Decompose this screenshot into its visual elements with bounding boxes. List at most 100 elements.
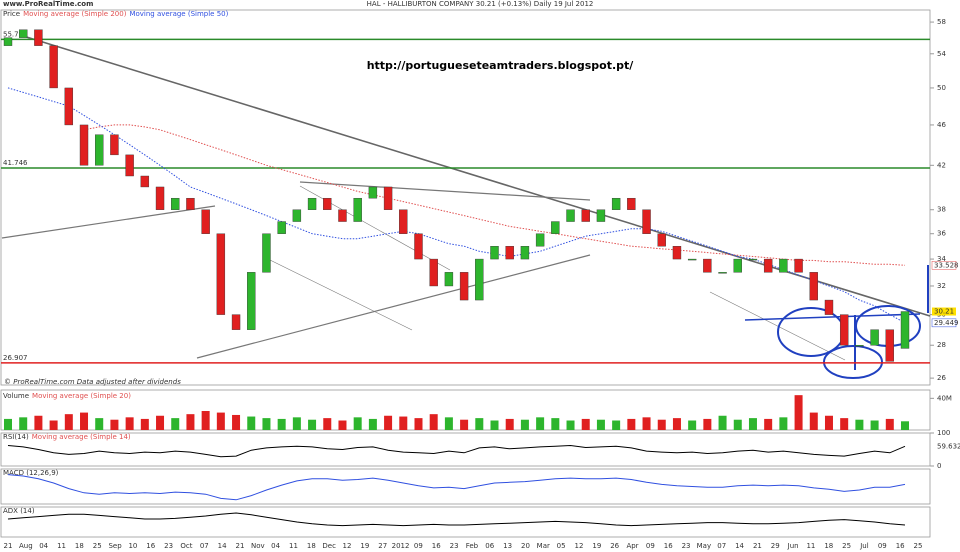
candle — [247, 272, 256, 330]
candle — [368, 186, 378, 199]
adx-panel — [0, 506, 931, 538]
volume-bar — [794, 395, 803, 430]
candle — [475, 258, 484, 301]
candle — [535, 233, 545, 247]
x-tick-label: 07 — [717, 542, 726, 550]
volume-bar — [596, 419, 605, 430]
trendline — [196, 254, 591, 359]
x-tick-label: 23 — [164, 542, 173, 550]
x-tick-label: 09 — [646, 542, 655, 550]
volume-bar — [840, 418, 849, 430]
x-tick-label: 11 — [57, 542, 66, 550]
indicator-line — [7, 474, 906, 501]
y-tick-label: 32 — [937, 282, 946, 290]
x-tick-label: Nov — [251, 542, 265, 550]
volume-bar — [657, 419, 666, 430]
chart-title: HAL - HALLIBURTON COMPANY 30.21 (+0.13%)… — [367, 0, 594, 8]
y-tick-label: 54 — [937, 50, 946, 58]
volume-bar — [855, 419, 864, 430]
price-panel — [0, 9, 931, 386]
volume-bar — [292, 417, 301, 430]
volume-bar — [490, 420, 499, 430]
volume-bar — [672, 418, 681, 430]
volume-bar — [733, 419, 742, 430]
candle — [687, 258, 697, 261]
x-tick-label: 27 — [378, 542, 387, 550]
candle — [900, 311, 910, 349]
y-tick-label: 46 — [937, 121, 946, 129]
x-tick-label: 18 — [75, 542, 84, 550]
x-tick-label: Oct — [180, 542, 192, 550]
candle — [885, 329, 894, 362]
last-price-label: 30.21 — [934, 308, 954, 316]
x-tick-label: 09 — [414, 542, 423, 550]
legend-entry: Moving average (Simple 200) — [23, 10, 127, 18]
volume-bar — [809, 412, 818, 430]
site: www.ProRealTime.com — [3, 0, 93, 8]
panel-title: Volume Moving average (Simple 20) — [3, 392, 131, 400]
x-tick-label: 11 — [289, 542, 298, 550]
candle — [64, 87, 74, 126]
x-tick-label: 04 — [271, 542, 280, 550]
candle — [201, 209, 210, 234]
x-tick-label: 14 — [218, 542, 227, 550]
candle — [338, 209, 347, 222]
x-tick-label: 25 — [93, 542, 102, 550]
panel-subtitle: Moving average (Simple 20) — [32, 392, 131, 400]
volume-bar — [110, 419, 119, 430]
legend: Price Moving average (Simple 200) Moving a… — [3, 10, 229, 18]
volume-bar — [718, 415, 727, 430]
candle — [551, 221, 560, 234]
trendline — [269, 259, 413, 331]
candle — [748, 258, 758, 261]
candle — [414, 233, 423, 260]
candle — [110, 134, 119, 156]
y-tick-label: 36 — [937, 230, 946, 238]
volume-bar — [156, 415, 165, 430]
indicator-line — [7, 512, 906, 527]
candle — [383, 186, 393, 210]
panel-title: ADX (14) — [3, 507, 35, 515]
volume-bar — [308, 419, 317, 430]
price-badge — [931, 261, 957, 270]
volume-bar — [95, 418, 104, 430]
volume-bar — [384, 415, 393, 430]
volume-bar — [703, 418, 712, 430]
y-tick-label: 42 — [937, 161, 946, 169]
candle — [596, 209, 606, 222]
macd-panel — [0, 468, 931, 505]
candle — [277, 221, 286, 234]
y-tick-label: 58 — [937, 18, 946, 26]
candle — [794, 258, 803, 273]
volume-bar — [80, 412, 89, 430]
x-tick-label: 14 — [735, 542, 744, 550]
volume-bar — [338, 420, 347, 430]
volume-bar — [566, 420, 575, 430]
x-tick-label: Jul — [859, 542, 869, 550]
x-tick-label: 21 — [753, 542, 762, 550]
candle — [292, 209, 302, 222]
x-tick-label: Apr — [626, 542, 638, 550]
volume-bar — [216, 412, 225, 430]
candle — [19, 29, 28, 38]
price-badge — [931, 318, 957, 328]
x-tick-label: 23 — [450, 542, 459, 550]
volume-bar — [64, 414, 73, 430]
y-tick-label: 34 — [937, 255, 946, 263]
indicator-line — [7, 444, 906, 458]
panel-title: Volume — [3, 392, 29, 400]
legend-entry: Price — [3, 10, 20, 18]
volume-bar — [551, 418, 560, 430]
candle — [444, 272, 454, 287]
x-tick-label: 25 — [914, 542, 923, 550]
x-tick-label: 11 — [806, 542, 815, 550]
volume-bar — [247, 416, 256, 430]
candle — [611, 197, 621, 210]
y-tick-label: 0 — [937, 462, 941, 470]
trendline — [709, 291, 846, 361]
x-tick-label: 19 — [360, 542, 369, 550]
candle — [627, 197, 636, 210]
x-tick-label: 16 — [896, 542, 905, 550]
x-tick-label: 19 — [592, 542, 601, 550]
